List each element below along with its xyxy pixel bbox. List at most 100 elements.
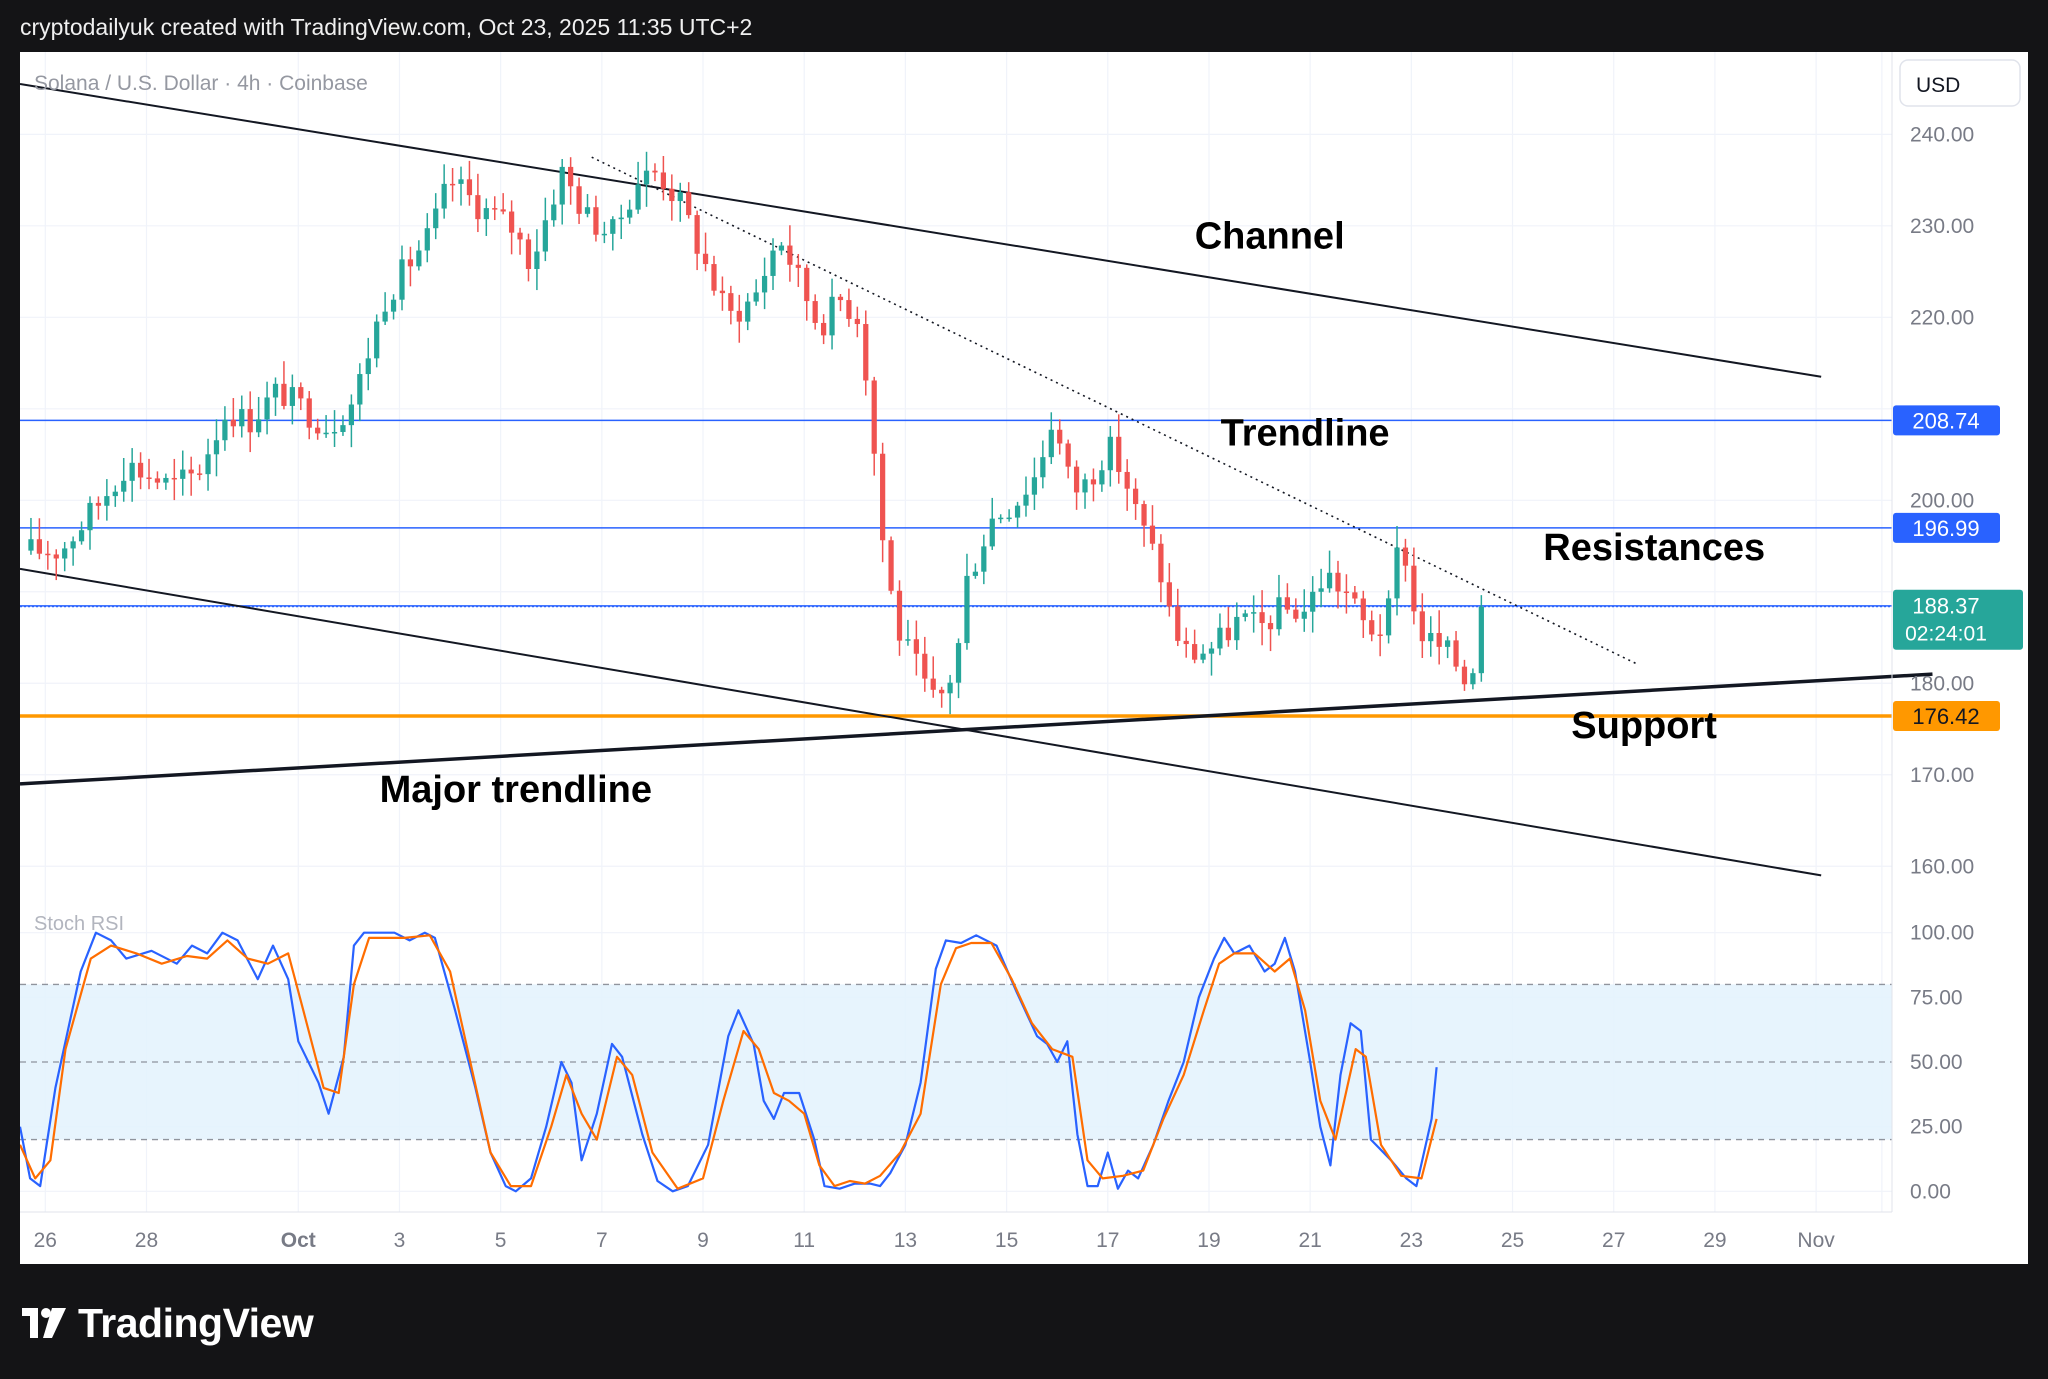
candle-up[interactable] bbox=[1217, 627, 1223, 649]
candle-up[interactable] bbox=[643, 170, 650, 185]
candle-down[interactable] bbox=[154, 478, 161, 483]
candle-up[interactable] bbox=[1234, 616, 1240, 641]
candle-down[interactable] bbox=[652, 170, 658, 173]
candle-down[interactable] bbox=[188, 469, 194, 474]
candle-up[interactable] bbox=[989, 518, 995, 547]
candle-up[interactable] bbox=[129, 462, 135, 481]
candle-down[interactable] bbox=[525, 239, 532, 270]
candle-down[interactable] bbox=[1149, 525, 1156, 544]
candle-down[interactable] bbox=[1360, 598, 1366, 621]
candle-down[interactable] bbox=[1141, 504, 1147, 526]
candle-up[interactable] bbox=[264, 397, 270, 420]
candle-down[interactable] bbox=[787, 245, 793, 265]
candle-up[interactable] bbox=[1251, 612, 1257, 614]
candle-down[interactable] bbox=[1259, 612, 1265, 624]
candle-up[interactable] bbox=[121, 480, 127, 492]
candle-down[interactable] bbox=[1166, 582, 1172, 607]
candle-up[interactable] bbox=[542, 220, 548, 252]
candle-down[interactable] bbox=[736, 310, 742, 322]
candle-up[interactable] bbox=[348, 404, 355, 426]
candle-up[interactable] bbox=[1428, 632, 1434, 642]
candle-up[interactable] bbox=[1099, 470, 1105, 485]
currency-box[interactable] bbox=[1899, 59, 2021, 107]
candle-down[interactable] bbox=[1402, 547, 1409, 566]
candle-down[interactable] bbox=[306, 398, 312, 428]
resistance-price-badge[interactable]: 208.74 bbox=[1893, 405, 2000, 436]
candle-up[interactable] bbox=[78, 530, 85, 542]
candle-up[interactable] bbox=[62, 548, 68, 559]
candle-down[interactable] bbox=[1057, 429, 1063, 444]
candle-up[interactable] bbox=[1276, 597, 1282, 630]
last-price-badge[interactable]: 188.37 02:24:01 bbox=[1893, 589, 2023, 650]
candle-up[interactable] bbox=[357, 374, 363, 405]
candle-down[interactable] bbox=[1377, 634, 1383, 636]
candle-down[interactable] bbox=[1158, 543, 1164, 583]
candle-up[interactable] bbox=[365, 358, 371, 375]
candle-up[interactable] bbox=[955, 643, 962, 683]
candle-down[interactable] bbox=[171, 477, 177, 480]
candle-up[interactable] bbox=[1040, 457, 1046, 478]
candle-down[interactable] bbox=[449, 183, 456, 186]
candle-down[interactable] bbox=[576, 186, 582, 214]
candle-up[interactable] bbox=[947, 682, 953, 694]
candle-down[interactable] bbox=[820, 322, 827, 336]
candle-up[interactable] bbox=[399, 259, 405, 300]
candle-up[interactable] bbox=[180, 469, 186, 479]
candle-down[interactable] bbox=[1369, 620, 1375, 635]
candle-up[interactable] bbox=[1048, 429, 1054, 458]
candle-down[interactable] bbox=[492, 208, 498, 210]
candle-down[interactable] bbox=[593, 207, 599, 235]
candle-up[interactable] bbox=[239, 409, 245, 427]
candle-up[interactable] bbox=[256, 419, 262, 433]
resistance-price-badge[interactable]: 196.99 bbox=[1893, 512, 2000, 543]
chart-panel[interactable]: Channel Trendline Resistances Support Major … bbox=[20, 52, 2028, 1264]
candle-down[interactable] bbox=[1411, 565, 1417, 612]
candle-up[interactable] bbox=[112, 491, 118, 497]
candle-down[interactable] bbox=[53, 554, 59, 559]
candle-up[interactable] bbox=[1014, 505, 1021, 518]
candle-up[interactable] bbox=[1006, 517, 1012, 520]
price-axis[interactable]: USD 160.00 170.00 180.00 200.00 220.00 230.00 2… bbox=[1891, 52, 2023, 1212]
candle-up[interactable] bbox=[70, 541, 76, 549]
candle-up[interactable] bbox=[1326, 572, 1333, 589]
time-axis[interactable]: 26 28 Oct 3 5 7 9 11 13 15 17 19 21 23 25 27 29 Nov bbox=[20, 1211, 1892, 1252]
candle-down[interactable] bbox=[939, 689, 945, 694]
candle-down[interactable] bbox=[196, 473, 203, 475]
candle-down[interactable] bbox=[1436, 632, 1442, 647]
candle-up[interactable] bbox=[1310, 591, 1316, 612]
candle-down[interactable] bbox=[500, 209, 506, 212]
candle-up[interactable] bbox=[331, 431, 338, 434]
candle-down[interactable] bbox=[1335, 572, 1341, 592]
candle-down[interactable] bbox=[837, 296, 844, 301]
candle-up[interactable] bbox=[972, 571, 979, 576]
candle-down[interactable] bbox=[407, 259, 414, 267]
candle-down[interactable] bbox=[1419, 611, 1425, 642]
candle-up[interactable] bbox=[340, 425, 346, 432]
candle-down[interactable] bbox=[466, 179, 473, 196]
candle-up[interactable] bbox=[213, 440, 220, 455]
candle-up[interactable] bbox=[551, 204, 557, 221]
candle-up[interactable] bbox=[1318, 588, 1324, 592]
candle-up[interactable] bbox=[761, 275, 768, 293]
candle-up[interactable] bbox=[441, 183, 447, 209]
candle-down[interactable] bbox=[1183, 640, 1189, 645]
candle-down[interactable] bbox=[1132, 488, 1139, 505]
candle-up[interactable] bbox=[433, 208, 439, 229]
candle-down[interactable] bbox=[812, 301, 818, 323]
candle-down[interactable] bbox=[1352, 592, 1358, 599]
candle-up[interactable] bbox=[584, 207, 591, 214]
candles[interactable] bbox=[28, 151, 1484, 715]
candle-down[interactable] bbox=[1065, 443, 1071, 467]
candle-up[interactable] bbox=[964, 575, 970, 644]
candle-up[interactable] bbox=[1470, 673, 1476, 685]
candle-down[interactable] bbox=[45, 553, 51, 556]
candle-down[interactable] bbox=[669, 188, 675, 202]
candle-down[interactable] bbox=[686, 192, 692, 216]
candle-down[interactable] bbox=[871, 380, 877, 454]
candle-down[interactable] bbox=[719, 290, 726, 294]
candle-up[interactable] bbox=[1208, 648, 1215, 654]
candle-down[interactable] bbox=[36, 539, 43, 554]
candle-down[interactable] bbox=[896, 590, 903, 641]
candle-up[interactable] bbox=[205, 454, 211, 475]
candle-down[interactable] bbox=[315, 427, 321, 434]
